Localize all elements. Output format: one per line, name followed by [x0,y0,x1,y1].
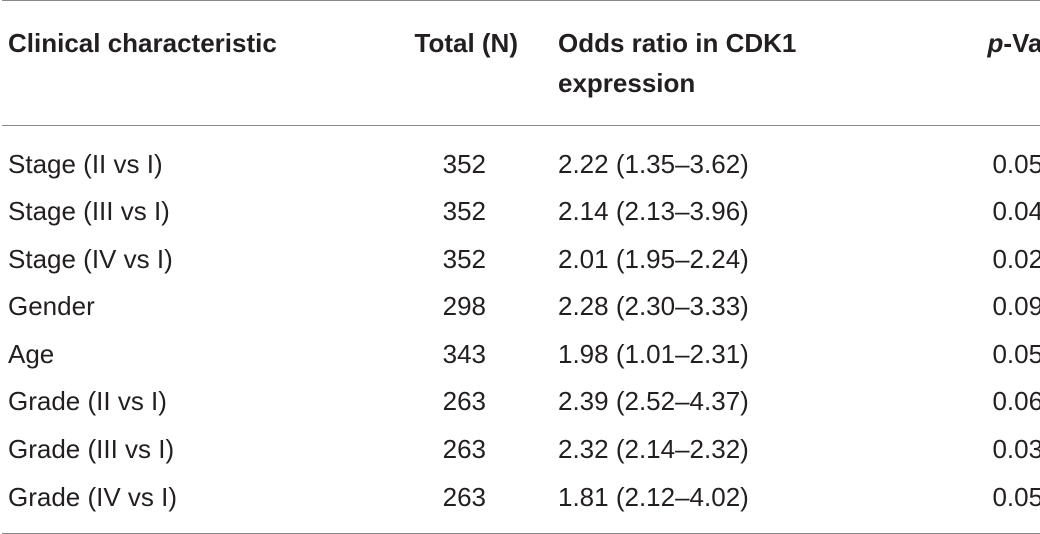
header-odds-ratio: Odds ratio in CDK1 expression [558,1,928,126]
table-row: Stage (III vs I) 352 2.14 (2.13–3.96) 0.… [2,188,1040,236]
cell-characteristic: Grade (IV vs I) [8,481,178,512]
header-pvalue: p-Value [928,1,1040,126]
cell-total: 352 [442,196,486,227]
cell-characteristic: Gender [8,291,95,322]
cell-odds: 2.14 (2.13–3.96) [558,196,749,227]
header-total: Total (N) [414,28,519,58]
table-header: Clinical characteristic Total (N) Odds r… [2,0,1040,126]
cell-characteristic: Stage (IV vs I) [8,243,173,274]
table-row: Stage (II vs I) 352 2.22 (1.35–3.62) 0.0… [2,126,1040,189]
table-row: Age 343 1.98 (1.01–2.31) 0.0501 [2,331,1040,379]
cell-total: 352 [442,243,486,274]
cell-odds: 2.32 (2.14–2.32) [558,433,749,464]
cell-odds: 2.28 (2.30–3.33) [558,291,749,322]
cell-pvalue: 0.0243 [992,243,1040,274]
table-row: Gender 298 2.28 (2.30–3.33) 0.0941 [2,283,1040,331]
cell-odds: 2.22 (1.35–3.62) [558,148,749,179]
cell-characteristic: Stage (III vs I) [8,196,170,227]
cell-pvalue: 0.0691 [992,386,1040,417]
cell-characteristic: Grade (III vs I) [8,433,175,464]
cell-pvalue: 0.0941 [992,291,1040,322]
cell-pvalue: 0.0501 [992,148,1040,179]
cell-odds: 2.39 (2.52–4.37) [558,386,749,417]
header-pvalue-suffix: -Value [1003,28,1040,58]
table-row: Grade (II vs I) 263 2.39 (2.52–4.37) 0.0… [2,378,1040,426]
cell-odds: 1.98 (1.01–2.31) [558,338,749,369]
cell-pvalue: 0.0524 [992,481,1040,512]
cell-characteristic: Age [8,338,55,369]
cell-pvalue: 0.0325 [992,433,1040,464]
cell-total: 343 [442,338,486,369]
cell-pvalue: 0.0491 [992,196,1040,227]
table-row: Grade (IV vs I) 263 1.81 (2.12–4.02) 0.0… [2,473,1040,534]
cell-pvalue: 0.0501 [992,338,1040,369]
cell-total: 263 [442,481,486,512]
cell-total: 263 [442,433,486,464]
cell-total: 263 [442,386,486,417]
header-pvalue-prefix: p [987,28,1004,58]
table-body: Stage (II vs I) 352 2.22 (1.35–3.62) 0.0… [2,126,1040,534]
header-characteristic: Clinical characteristic [8,28,277,58]
header-odds-line2: expression [558,68,696,98]
cell-total: 352 [442,148,486,179]
header-row: Clinical characteristic Total (N) Odds r… [2,0,1040,126]
cell-odds: 1.81 (2.12–4.02) [558,481,749,512]
cell-characteristic: Stage (II vs I) [8,148,163,179]
cell-odds: 2.01 (1.95–2.24) [558,243,749,274]
table-row: Stage (IV vs I) 352 2.01 (1.95–2.24) 0.0… [2,236,1040,284]
header-odds-line1: Odds ratio in CDK1 [558,28,797,58]
table-row: Grade (III vs I) 263 2.32 (2.14–2.32) 0.… [2,426,1040,474]
cell-total: 298 [442,291,486,322]
cell-characteristic: Grade (II vs I) [8,386,167,417]
